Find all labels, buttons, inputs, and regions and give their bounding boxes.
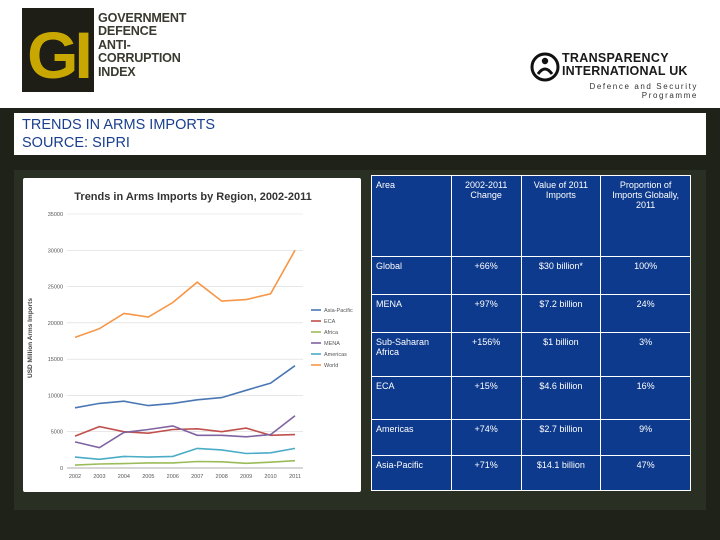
cell-value: $1 billion (520, 332, 602, 377)
cell-change: +97% (450, 294, 522, 333)
cell-value: $2.7 billion (520, 419, 602, 456)
ti-uk-name: TRANSPARENCY INTERNATIONAL UK (562, 52, 712, 78)
x-tick-label: 2006 (167, 474, 179, 480)
table-header-row: Area 2002-2011 Change Value of 2011 Impo… (371, 175, 691, 257)
x-tick-label: 2004 (118, 474, 130, 480)
chart-title: Trends in Arms Imports by Region, 2002-2… (74, 191, 311, 203)
gi-text-line: ANTI- (98, 37, 131, 52)
series-line-eca (74, 425, 296, 437)
x-tick-label: 2002 (69, 474, 81, 480)
legend-label: Africa (324, 330, 339, 336)
cell-change: +74% (450, 419, 522, 456)
cell-share: 3% (600, 332, 691, 377)
arms-imports-chart: Trends in Arms Imports by Region, 2002-2… (27, 191, 353, 480)
header-change: 2002-2011 Change (450, 175, 522, 257)
y-tick-label: 0 (60, 466, 63, 472)
cell-share: 16% (600, 376, 691, 420)
imports-table: Area 2002-2011 Change Value of 2011 Impo… (371, 175, 691, 491)
title-line-source: SOURCE: SIPRI (22, 135, 130, 151)
cell-share: 47% (600, 455, 691, 491)
table-row: MENA +97% $7.2 billion 24% (371, 294, 691, 333)
table-row: Sub-Saharan Africa +156% $1 billion 3% (371, 332, 691, 377)
header-area: Area (371, 175, 452, 257)
title-line-main: TRENDS IN ARMS IMPORTS (22, 117, 216, 133)
legend-label: Americas (324, 352, 347, 358)
gi-text-line: INDEX (98, 64, 136, 79)
cell-change: +156% (450, 332, 522, 377)
gi-text-line: GOVERNMENT (98, 11, 187, 25)
slide-title: TRENDS IN ARMS IMPORTS SOURCE: SIPRI (14, 113, 706, 155)
legend-label: MENA (324, 341, 340, 347)
cell-value: $4.6 billion (520, 376, 602, 420)
cell-value: $7.2 billion (520, 294, 602, 333)
cell-area: Americas (371, 419, 452, 456)
header-value: Value of 2011 Imports (520, 175, 602, 257)
y-tick-label: 35000 (48, 212, 63, 218)
cell-area: ECA (371, 376, 452, 420)
y-tick-label: 25000 (48, 285, 63, 291)
cell-area: Asia-Pacific (371, 455, 452, 491)
gi-logo: GI (22, 8, 94, 92)
ti-name-line2: INTERNATIONAL UK (562, 64, 688, 78)
series-line-asia-pacific (74, 365, 296, 409)
cell-change: +66% (450, 256, 522, 295)
cell-area: Global (371, 256, 452, 295)
ti-name-line1: TRANSPARENCY (562, 51, 669, 65)
legend-label: World (324, 363, 338, 369)
y-tick-label: 15000 (48, 357, 63, 363)
legend-label: Asia-Pacific (324, 308, 353, 314)
table-row: ECA +15% $4.6 billion 16% (371, 376, 691, 420)
series-line-africa (74, 459, 296, 466)
cell-value: $14.1 billion (520, 455, 602, 491)
cell-share: 9% (600, 419, 691, 456)
table-row: Global +66% $30 billion* 100% (371, 256, 691, 295)
x-tick-label: 2009 (240, 474, 252, 480)
table-row: Asia-Pacific +71% $14.1 billion 47% (371, 455, 691, 491)
x-tick-label: 2007 (191, 474, 203, 480)
y-tick-label: 20000 (48, 321, 63, 327)
cell-share: 100% (600, 256, 691, 295)
x-tick-label: 2011 (289, 474, 301, 480)
header-share: Proportion of Imports Globally, 2011 (600, 175, 691, 257)
gi-index-name: GOVERNMENT DEFENCE ANTI- CORRUPTION INDE… (98, 11, 218, 79)
series-line-world (74, 249, 296, 339)
x-tick-label: 2010 (264, 474, 276, 480)
y-axis-label: USD Million Arms Imports (27, 298, 34, 378)
x-tick-label: 2005 (142, 474, 154, 480)
y-tick-label: 5000 (51, 430, 63, 436)
y-tick-label: 10000 (48, 393, 63, 399)
chart-panel: Trends in Arms Imports by Region, 2002-2… (23, 178, 361, 492)
programme-subtitle: Defence and Security Programme (589, 82, 698, 100)
cell-area: Sub-Saharan Africa (371, 332, 452, 377)
gi-text-line: DEFENCE (98, 24, 157, 39)
gi-logo-letters: GI (27, 18, 89, 92)
cell-share: 24% (600, 294, 691, 333)
y-tick-label: 30000 (48, 248, 63, 254)
series-line-americas (74, 447, 296, 461)
cell-change: +15% (450, 376, 522, 420)
x-tick-label: 2003 (93, 474, 105, 480)
legend-label: ECA (324, 319, 336, 325)
cell-area: MENA (371, 294, 452, 333)
x-tick-label: 2008 (216, 474, 228, 480)
header-banner: GI GOVERNMENT DEFENCE ANTI- CORRUPTION I… (0, 0, 720, 108)
transparency-globe-icon (530, 52, 560, 82)
gi-text-line: CORRUPTION (98, 51, 181, 66)
cell-value: $30 billion* (520, 256, 602, 295)
series-line-mena (74, 415, 296, 449)
table-row: Americas +74% $2.7 billion 9% (371, 419, 691, 456)
cell-change: +71% (450, 455, 522, 491)
